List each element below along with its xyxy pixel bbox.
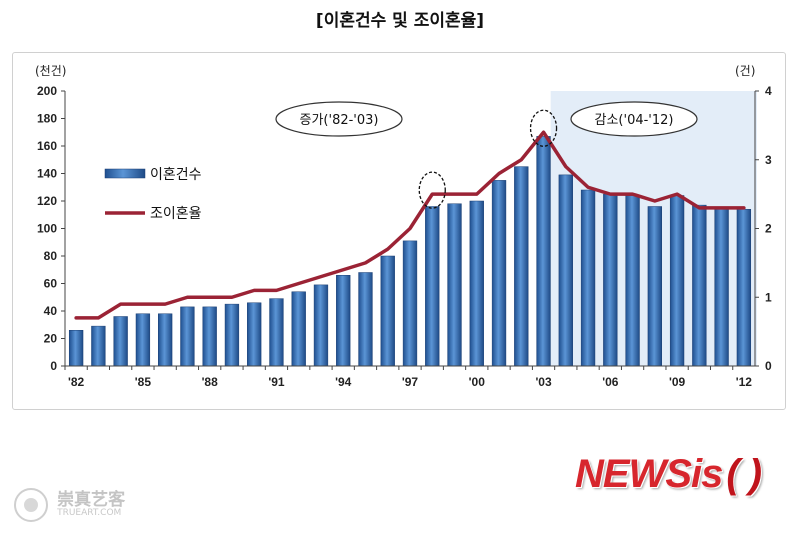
divorce-rate-line <box>74 130 746 320</box>
bar-2011 <box>714 209 729 367</box>
left-tick-label: 120 <box>37 194 57 208</box>
bar-1988 <box>202 306 217 367</box>
left-unit-label: (천건) <box>35 63 66 78</box>
chart-frame: 0 20 40 60 80 100 120 140 160 180 200 0 1 2 3 4 (천건) (건) '… <box>12 52 786 410</box>
bar-1994 <box>336 275 351 367</box>
increase-label: 증가('82-'03) <box>300 113 379 128</box>
x-tick-label: '03 <box>535 375 552 389</box>
chart-title: [이혼건수 및 조이혼율] <box>315 11 485 31</box>
bar-1998 <box>425 206 440 367</box>
decrease-label-ellipse <box>570 101 698 137</box>
bar-1990 <box>247 302 262 367</box>
logo-paren: ( ) <box>726 452 762 496</box>
bar-1993 <box>313 284 329 367</box>
bar-1991 <box>269 298 284 367</box>
x-tick-label: '94 <box>335 375 352 389</box>
bar-2001 <box>491 180 507 367</box>
left-tick-label: 100 <box>37 222 57 236</box>
left-tick-label: 20 <box>44 332 58 346</box>
bar-2012 <box>736 209 752 367</box>
bar-2003 <box>536 136 551 367</box>
left-tick-label: 0 <box>50 359 57 373</box>
left-tick-label: 80 <box>44 249 58 263</box>
right-tick-label: 4 <box>765 84 772 98</box>
legend-bar-swatch <box>104 168 146 179</box>
x-tick-label: '09 <box>669 375 686 389</box>
legend-bar-label: 이혼건수 <box>150 167 202 183</box>
x-tick-label: '00 <box>469 375 486 389</box>
logo-main: NEWS <box>575 452 692 496</box>
decrease-label: 감소('04-'12) <box>595 113 674 128</box>
x-tick-label: '12 <box>736 375 753 389</box>
bar-2000 <box>469 200 484 367</box>
newsis-logo: NEWSis( ) <box>575 452 762 497</box>
right-tick-label: 0 <box>765 359 772 373</box>
right-tick-label: 2 <box>765 222 772 236</box>
left-tick-label: 180 <box>37 112 57 126</box>
bar-1982 <box>68 330 84 367</box>
bar-1985 <box>135 313 151 367</box>
x-tick-label: '82 <box>68 375 85 389</box>
left-tick-label: 140 <box>37 167 57 181</box>
bar-2006 <box>603 193 618 367</box>
bar-1983 <box>91 325 106 367</box>
left-tick-label: 200 <box>37 84 57 98</box>
bar-2010 <box>692 204 707 367</box>
left-tick-label: 40 <box>44 304 58 318</box>
watermark-icon <box>14 488 48 522</box>
bar-1997 <box>402 240 418 367</box>
bar-2005 <box>580 189 596 367</box>
x-tick-label: '88 <box>202 375 219 389</box>
bar-1987 <box>180 306 195 367</box>
logo-lower: is <box>691 452 723 496</box>
left-tick-label: 60 <box>44 277 58 291</box>
bar-2002 <box>514 166 529 367</box>
bar-1995 <box>358 272 373 367</box>
x-tick-label: '97 <box>402 375 419 389</box>
watermark-main: 崇真艺客 <box>57 489 126 510</box>
bar-2007 <box>625 195 640 367</box>
highlight-circle-1998 <box>418 171 446 209</box>
bar-1984 <box>113 316 128 367</box>
watermark: 崇真艺客 TRUEART.COM <box>14 488 125 522</box>
right-unit-label: (건) <box>735 64 755 78</box>
x-tick-label: '85 <box>135 375 152 389</box>
watermark-sub: TRUEART.COM <box>57 508 122 519</box>
right-tick-label: 3 <box>765 153 772 167</box>
left-tick-label: 160 <box>37 139 57 153</box>
bar-1986 <box>158 313 173 367</box>
x-tick-label: '91 <box>268 375 285 389</box>
increase-label-ellipse <box>275 101 403 137</box>
bar-2004 <box>558 174 573 367</box>
bar-1999 <box>447 203 462 367</box>
bar-1989 <box>224 303 240 367</box>
x-tick-label: '06 <box>602 375 619 389</box>
highlight-circle-2003 <box>529 109 558 147</box>
bar-2009 <box>669 195 685 367</box>
bar-1992 <box>291 291 306 367</box>
bar-2008 <box>647 206 662 367</box>
right-tick-label: 1 <box>765 290 772 304</box>
bar-1996 <box>380 255 395 367</box>
chart-svg: 0 20 40 60 80 100 120 140 160 180 200 0 1 2 3 4 (천건) (건) '… <box>35 63 772 389</box>
legend-line-label: 조이혼율 <box>150 206 202 222</box>
watermark-text: 崇真艺客 TRUEART.COM <box>57 491 125 520</box>
